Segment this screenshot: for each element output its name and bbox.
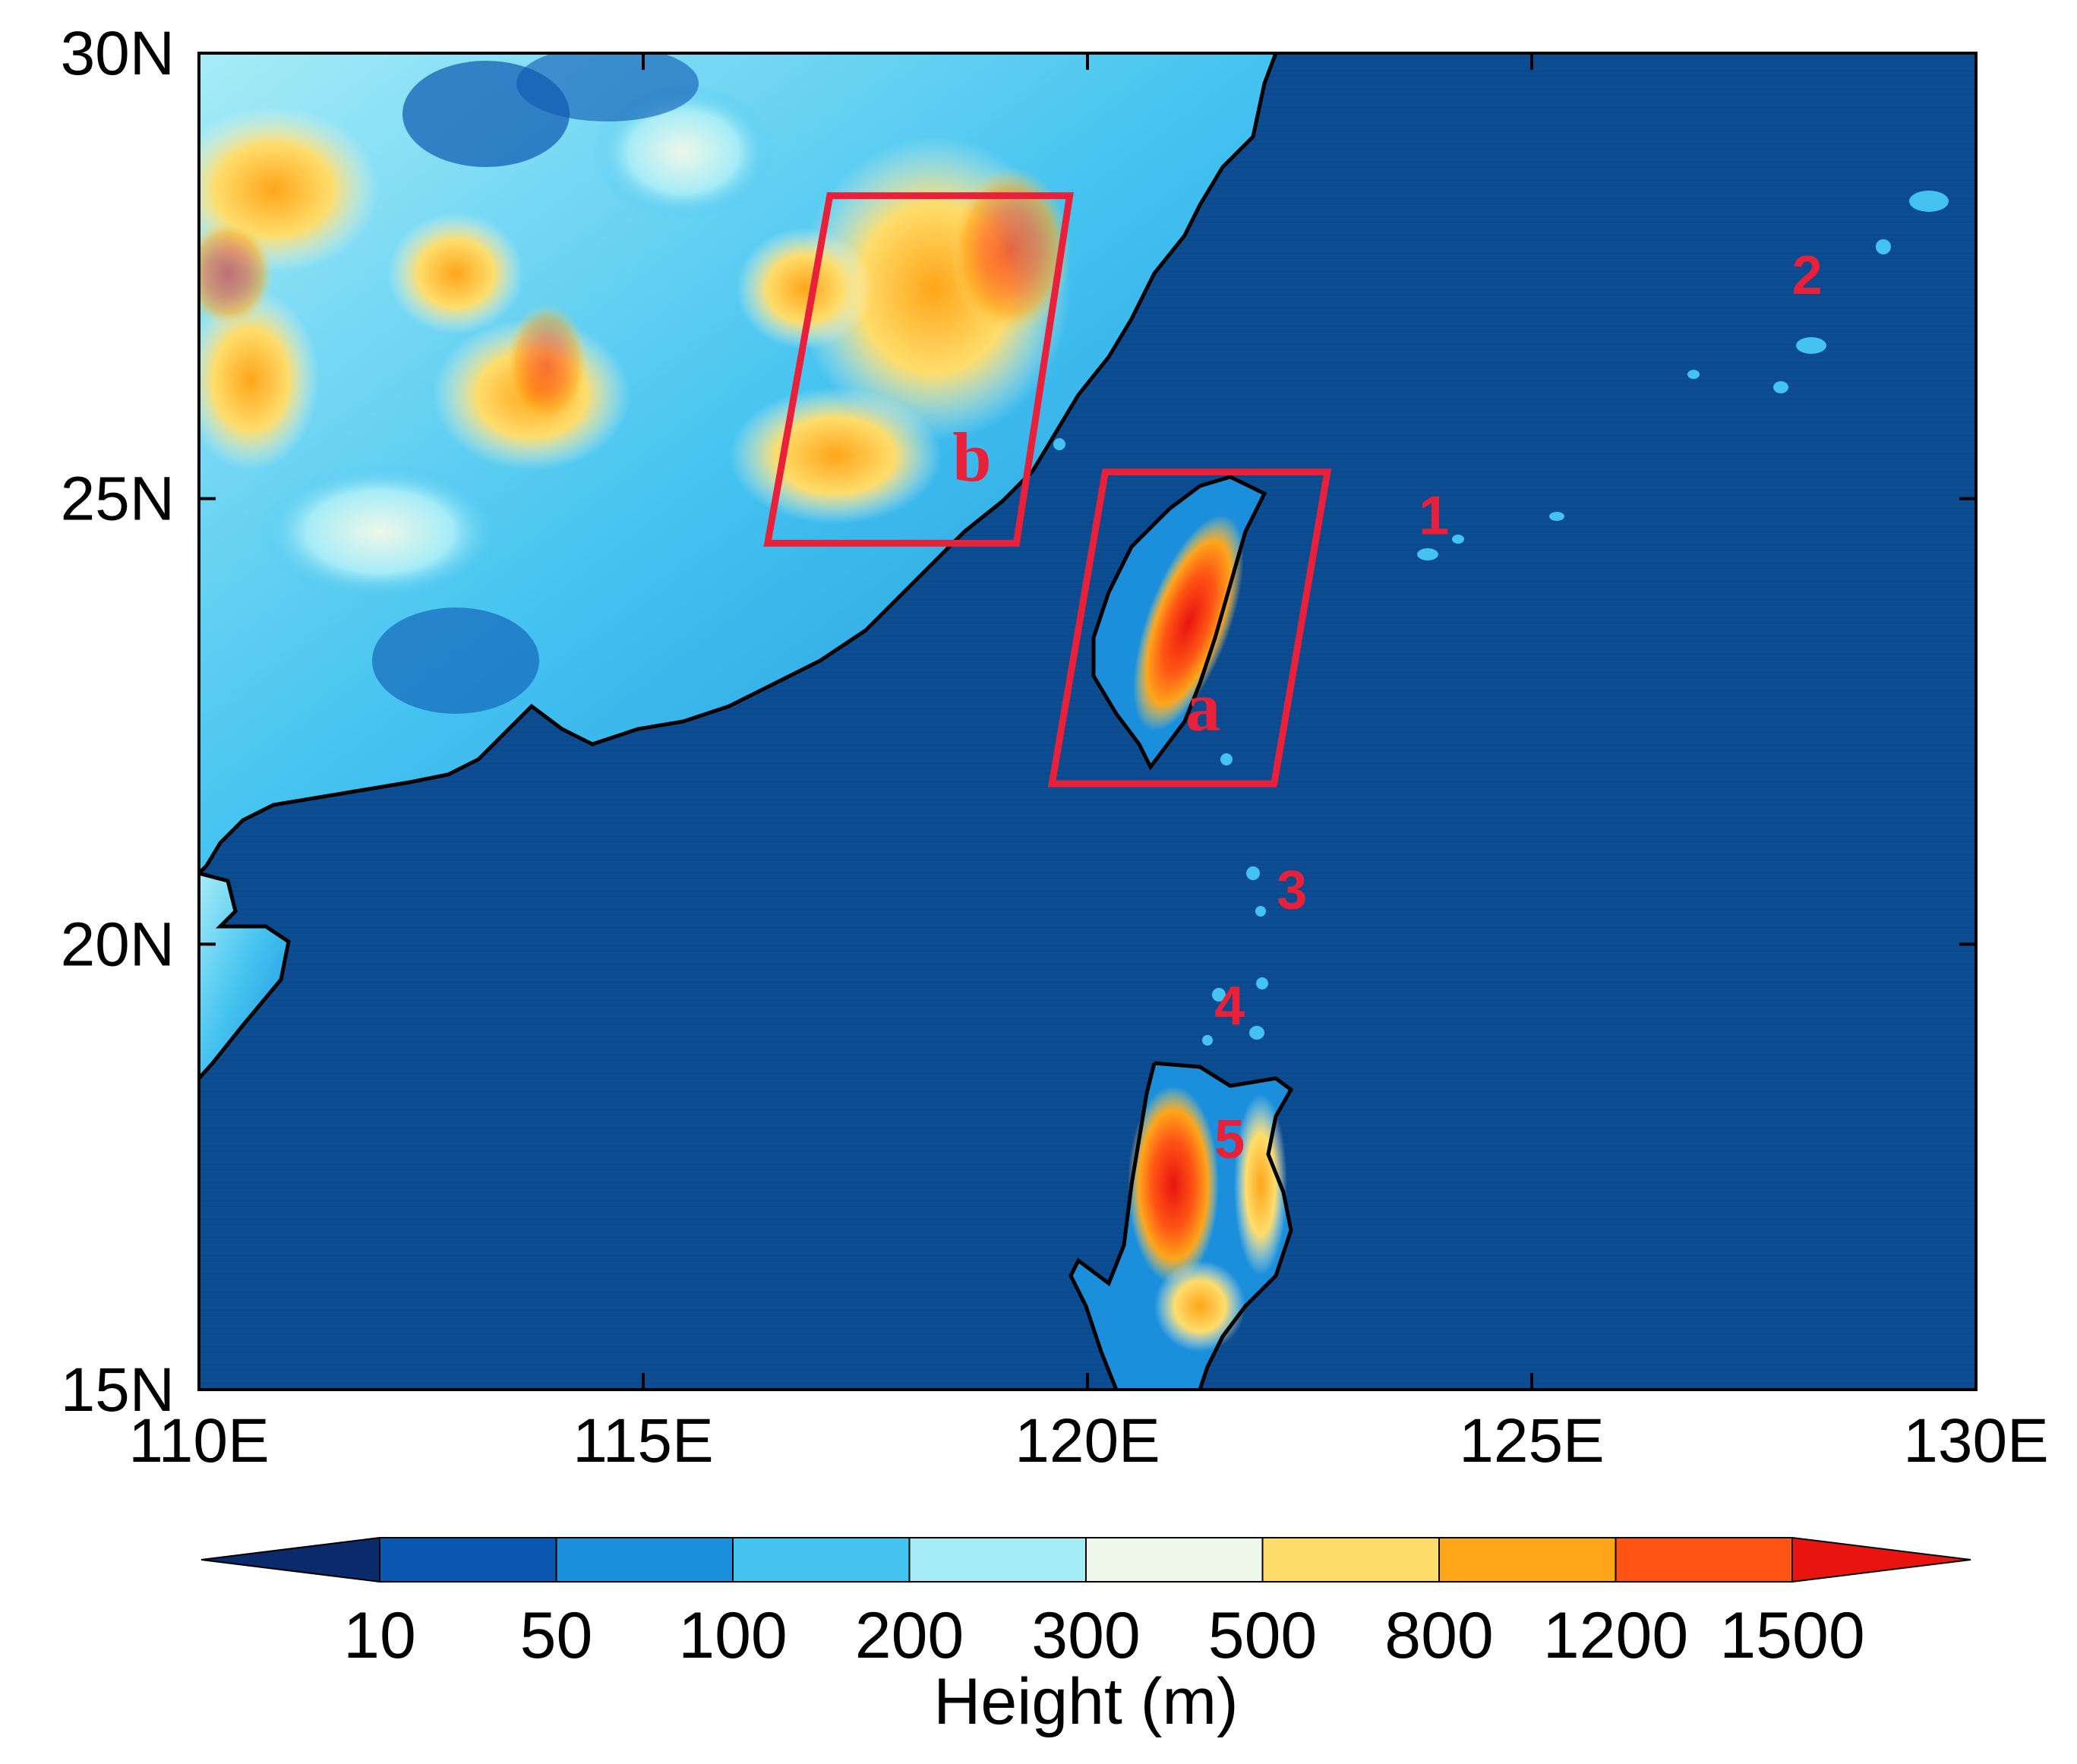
hainan-coastline xyxy=(199,871,291,1080)
x-tick-label: 130E xyxy=(1903,1406,2049,1475)
island-4 xyxy=(1212,988,1226,1002)
island-4c xyxy=(1249,1026,1264,1040)
x-tick-label: 115E xyxy=(573,1406,713,1475)
lowland-patch xyxy=(372,607,539,714)
terrain-patch xyxy=(199,220,273,327)
x-tick-label: 120E xyxy=(1015,1406,1160,1475)
region-box-b xyxy=(763,192,1074,547)
colorbar-segment xyxy=(908,1537,1087,1583)
hainan-region xyxy=(199,871,291,1080)
y-tick-label: 30N xyxy=(61,19,175,88)
island-1b xyxy=(1452,535,1464,544)
colorbar-segment xyxy=(1261,1537,1440,1583)
colorbar-label: 300 xyxy=(1031,1599,1141,1672)
island-marker-1: 1 xyxy=(1419,486,1449,547)
island-east-taiwan xyxy=(1220,753,1233,765)
axis-ticks-layer: 110E 115E 120E 125E 130E 15N 20N 25N 30N xyxy=(61,19,2049,1475)
colorbar-segment xyxy=(379,1537,557,1583)
terrain-patch xyxy=(729,387,942,524)
island-ryukyu xyxy=(1876,239,1891,254)
island-ryukyu xyxy=(1687,370,1700,379)
taiwan-island xyxy=(1091,475,1267,771)
taiwan-coastline xyxy=(1091,475,1267,771)
colorbar-label: 10 xyxy=(343,1599,416,1672)
island-3 xyxy=(1246,866,1260,880)
island-marker-5: 5 xyxy=(1214,1109,1245,1170)
x-tick-label: 110E xyxy=(128,1406,269,1475)
colorbar-arrow-high xyxy=(1791,1536,1971,1583)
colorbar-label: 800 xyxy=(1384,1599,1494,1672)
luzon-sierra-madre xyxy=(1234,1093,1287,1276)
colorbar-segment xyxy=(732,1537,911,1583)
island-marker-3: 3 xyxy=(1277,860,1307,920)
taiwan-central-range xyxy=(1133,514,1244,731)
island-markers-layer: 1 2 34 5 xyxy=(1214,245,1823,1170)
terrain-patch xyxy=(258,463,501,600)
y-tick-label: 15N xyxy=(61,1355,175,1425)
island-3b xyxy=(1255,906,1266,917)
island-ryukyu xyxy=(1909,191,1949,212)
luzon-island xyxy=(1068,1061,1294,1390)
y-tick-label: 20N xyxy=(61,910,175,979)
colorbar-label: 500 xyxy=(1208,1599,1318,1672)
y-tick-label: 25N xyxy=(61,465,175,534)
lowland-patch xyxy=(516,53,699,121)
colorbar-segment xyxy=(1615,1537,1793,1583)
region-box-a xyxy=(1047,468,1332,787)
luzon-south-hills xyxy=(1154,1261,1245,1352)
colorbar: 10 50 100 200 300 500 800 1200 1500 xyxy=(200,1536,1971,1672)
colorbar-label: 50 xyxy=(520,1599,593,1672)
x-tick-label: 125E xyxy=(1459,1406,1605,1475)
island-marker-4: 4 xyxy=(1214,976,1245,1037)
island-ryukyu xyxy=(1773,381,1788,393)
island-ryukyu xyxy=(1549,512,1564,521)
terrain-patch xyxy=(737,228,873,349)
colorbar-segment xyxy=(1085,1537,1264,1583)
island-marker-2: 2 xyxy=(1792,245,1823,306)
colorbar-label: 100 xyxy=(678,1599,788,1672)
terrain-patch xyxy=(199,289,319,471)
island-4b xyxy=(1256,977,1268,989)
luzon-coastline xyxy=(1068,1061,1294,1390)
colorbar-label: 1500 xyxy=(1719,1599,1864,1672)
terrain-patch xyxy=(387,213,524,334)
terrain-patch xyxy=(505,304,589,425)
colorbar-segment xyxy=(555,1537,734,1583)
island-ryukyu xyxy=(1796,337,1826,354)
luzon-cordillera xyxy=(1128,1086,1219,1283)
mainland-china xyxy=(199,53,1278,875)
terrain-patch xyxy=(949,167,1071,334)
colorbar-label: 1200 xyxy=(1543,1599,1688,1672)
island-1 xyxy=(1417,548,1438,560)
island-penghu xyxy=(1053,438,1065,450)
small-islands xyxy=(1053,191,1949,1046)
region-label-a: a xyxy=(1185,668,1220,746)
island-4d xyxy=(1202,1035,1213,1046)
mainland-coastline xyxy=(199,53,1278,875)
region-label-b: b xyxy=(952,418,991,496)
colorbar-arrow-low xyxy=(200,1536,380,1583)
colorbar-label: 200 xyxy=(855,1599,964,1672)
region-boxes-layer: ab xyxy=(763,192,1332,787)
colorbar-title: Height (m) xyxy=(933,1665,1238,1738)
colorbar-segment xyxy=(1438,1537,1617,1583)
